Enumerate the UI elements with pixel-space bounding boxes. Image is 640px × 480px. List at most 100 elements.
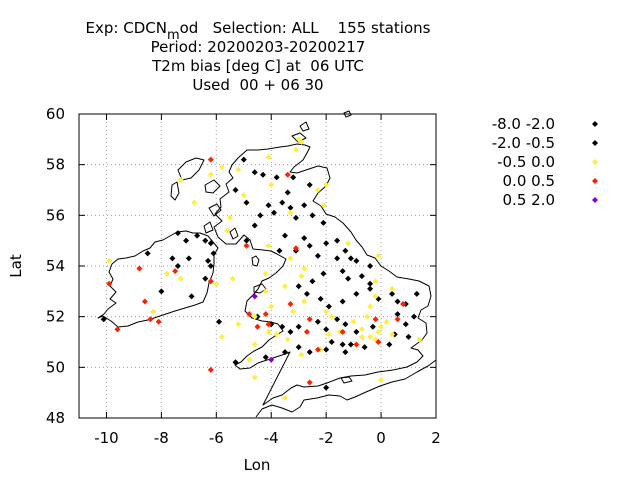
station-marker [207, 278, 214, 285]
station-marker [358, 273, 365, 280]
station-marker [353, 290, 360, 297]
station-marker [177, 176, 184, 183]
y-tick-label: 60 [46, 105, 65, 123]
station-marker [334, 237, 341, 244]
station-marker [367, 303, 374, 310]
x-tick-label: -6 [209, 429, 224, 447]
station-marker [306, 181, 313, 188]
station-marker [347, 255, 354, 262]
station-marker [279, 323, 286, 330]
station-marker [172, 268, 179, 275]
legend-label: -0.5 0.0 [497, 153, 555, 171]
station-marker [141, 298, 148, 305]
station-marker [328, 313, 335, 320]
station-marker [194, 232, 201, 239]
station-marker [342, 247, 349, 254]
station-marker [281, 394, 288, 401]
station-marker [317, 295, 324, 302]
station-marker [254, 323, 261, 330]
station-marker [287, 328, 294, 335]
station-marker [243, 242, 250, 249]
station-marker [281, 232, 288, 239]
station-marker [303, 328, 310, 335]
station-marker [259, 171, 266, 178]
station-marker [375, 252, 382, 259]
station-marker [265, 154, 272, 161]
station-marker [284, 336, 291, 343]
chart-title-line4: Used 00 + 06 30 [192, 76, 323, 94]
station-marker [210, 250, 217, 257]
y-tick-label: 58 [46, 156, 65, 174]
station-marker [361, 344, 368, 351]
station-marker [416, 336, 423, 343]
station-marker [257, 212, 264, 219]
station-marker [202, 237, 209, 244]
station-marker [224, 227, 231, 234]
station-marker [389, 331, 396, 338]
station-marker [306, 316, 313, 323]
station-marker [284, 189, 291, 196]
station-marker [169, 255, 176, 262]
station-marker [353, 328, 360, 335]
station-marker [207, 366, 214, 373]
station-marker [216, 318, 223, 325]
coastline-isle-of-wight [340, 376, 353, 384]
station-marker [251, 169, 258, 176]
station-marker [314, 187, 321, 193]
station-marker [345, 240, 352, 247]
station-marker [243, 199, 250, 206]
station-marker [183, 237, 190, 244]
station-marker [301, 265, 308, 272]
legend-marker [592, 197, 598, 203]
station-marker [323, 326, 330, 333]
station-marker [367, 333, 374, 340]
station-marker [328, 339, 335, 345]
station-marker [298, 273, 305, 280]
station-marker [345, 275, 352, 282]
chart-title-line3: T2m bias [deg C] at 06 UTC [151, 57, 364, 75]
station-marker [273, 331, 280, 338]
y-tick-label: 56 [46, 206, 65, 224]
coastline-skye [204, 179, 221, 194]
coastline-anglesey [253, 283, 267, 294]
station-marker [276, 247, 283, 254]
y-tick-label: 50 [46, 358, 65, 376]
station-marker [262, 288, 269, 295]
station-marker [163, 270, 170, 277]
station-marker [389, 290, 396, 297]
coastline-ireland [97, 230, 219, 328]
station-marker [185, 255, 192, 262]
station-marker [262, 354, 269, 361]
station-marker [268, 303, 275, 310]
station-marker [306, 349, 313, 356]
station-marker [358, 326, 365, 333]
station-marker [314, 252, 321, 259]
station-marker [389, 285, 396, 292]
station-marker [323, 308, 330, 315]
legend-marker [592, 140, 598, 146]
station-marker [339, 341, 346, 348]
station-marker [323, 240, 330, 247]
legend-marker [592, 178, 598, 184]
coastline-isle-of-man [251, 255, 260, 267]
station-marker [202, 275, 209, 282]
station-marker [144, 250, 151, 257]
station-marker [372, 316, 379, 323]
station-marker [320, 270, 327, 277]
station-marker [158, 288, 165, 295]
station-marker [251, 313, 258, 320]
station-marker [147, 316, 154, 323]
station-marker [301, 235, 308, 242]
coastline-mull [208, 203, 222, 217]
station-marker [320, 202, 327, 209]
station-marker [106, 280, 113, 287]
station-marker [375, 328, 382, 335]
y-axis-label: Lat [7, 254, 25, 278]
coastline-islay [203, 221, 214, 234]
station-marker [265, 242, 272, 249]
station-marker [213, 280, 220, 287]
station-marker [246, 356, 253, 363]
station-marker [232, 187, 239, 193]
station-marker [284, 171, 291, 178]
coastline-great-britain [213, 143, 432, 406]
